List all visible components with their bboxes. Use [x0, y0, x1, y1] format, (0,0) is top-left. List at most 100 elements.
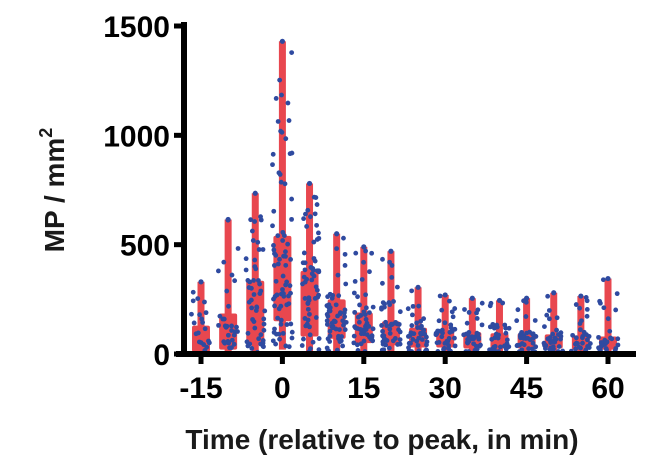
- data-point: [605, 316, 611, 322]
- data-point: [462, 307, 467, 312]
- data-point: [251, 319, 257, 325]
- data-point: [354, 342, 360, 348]
- box: [246, 280, 265, 346]
- data-point: [550, 331, 556, 337]
- data-point: [316, 268, 322, 274]
- data-point: [361, 244, 367, 250]
- data-point: [203, 310, 209, 316]
- data-point: [604, 347, 609, 353]
- data-point: [524, 330, 530, 336]
- data-point: [315, 294, 321, 300]
- data-point: [523, 299, 529, 305]
- data-point: [409, 323, 415, 328]
- data-point: [301, 336, 306, 342]
- data-point: [530, 331, 536, 337]
- data-point: [523, 314, 529, 319]
- data-point: [357, 327, 363, 332]
- data-point: [556, 332, 561, 337]
- data-point: [288, 257, 293, 262]
- data-point: [252, 190, 258, 196]
- data-point: [503, 330, 509, 336]
- y-ticks: 0 500 1000 1500: [103, 11, 184, 372]
- x-tick-label: 30: [429, 372, 462, 405]
- data-point: [466, 310, 472, 315]
- data-point: [305, 306, 311, 312]
- data-point: [388, 321, 394, 327]
- data-point: [397, 337, 403, 342]
- data-point: [229, 328, 234, 333]
- data-point: [352, 309, 358, 315]
- data-point: [327, 339, 333, 344]
- x-tick-label: 0: [274, 372, 291, 405]
- whisker: [468, 298, 476, 352]
- data-point: [448, 325, 454, 331]
- data-point: [254, 304, 260, 310]
- data-point: [416, 303, 422, 309]
- data-point: [250, 238, 256, 243]
- data-point: [261, 316, 267, 322]
- data-point: [282, 181, 288, 187]
- data-point: [341, 235, 346, 241]
- data-point: [447, 329, 453, 335]
- data-point: [308, 214, 313, 220]
- data-point: [351, 333, 357, 339]
- data-point: [394, 321, 400, 327]
- data-point: [311, 194, 317, 200]
- data-point: [541, 340, 547, 346]
- data-point: [270, 338, 276, 344]
- data-point: [521, 342, 527, 348]
- data-point: [500, 300, 506, 306]
- data-point: [245, 330, 251, 336]
- data-point: [244, 339, 250, 345]
- data-point: [314, 237, 320, 242]
- whisker: [278, 41, 286, 350]
- data-point: [311, 256, 317, 261]
- x-axis-title: Time (relative to peak, in min): [185, 424, 578, 455]
- data-point: [270, 162, 275, 168]
- data-point: [517, 342, 523, 348]
- data-point: [388, 248, 394, 254]
- data-point: [601, 305, 607, 311]
- whisker: [550, 292, 558, 352]
- data-point: [415, 325, 421, 330]
- data-point: [545, 293, 551, 299]
- data-point: [309, 277, 315, 283]
- data-point: [246, 285, 252, 290]
- data-point: [381, 333, 387, 339]
- data-point: [605, 275, 611, 282]
- data-point: [449, 309, 455, 315]
- data-point: [615, 336, 621, 342]
- box-group: [270, 38, 295, 350]
- data-point: [584, 313, 590, 319]
- data-point: [245, 278, 251, 283]
- data-point: [570, 332, 576, 338]
- x-tick-label: 60: [591, 372, 624, 405]
- data-point: [278, 128, 284, 134]
- data-point: [490, 321, 496, 327]
- data-point: [603, 339, 609, 345]
- data-point: [272, 326, 277, 332]
- data-point: [256, 336, 262, 342]
- data-point: [285, 241, 291, 247]
- data-point: [550, 344, 556, 350]
- data-point: [439, 334, 445, 340]
- data-point: [302, 267, 308, 273]
- data-point: [357, 302, 362, 308]
- whisker: [333, 233, 341, 352]
- data-point: [442, 320, 448, 326]
- data-point: [333, 302, 339, 308]
- data-point: [475, 331, 481, 337]
- data-point: [327, 333, 333, 339]
- data-point: [275, 119, 281, 124]
- data-point: [355, 294, 360, 300]
- data-point: [342, 327, 348, 333]
- data-point: [251, 277, 256, 283]
- data-point: [573, 335, 579, 341]
- whisker: [360, 246, 368, 352]
- data-point: [532, 318, 538, 323]
- data-point: [189, 311, 194, 317]
- data-point: [409, 288, 415, 294]
- data-point: [554, 327, 559, 333]
- data-point: [353, 250, 359, 256]
- data-point: [191, 320, 197, 326]
